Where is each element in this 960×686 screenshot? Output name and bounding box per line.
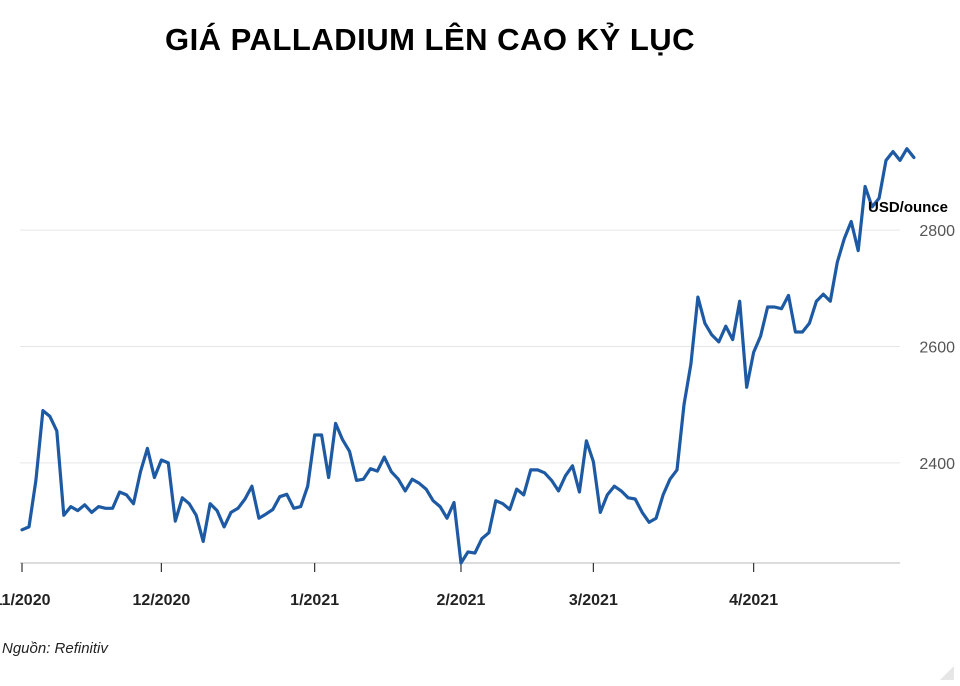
x-tick-label: 11/2020 (0, 592, 51, 609)
x-axis-ticks: 11/2020 12/2020 1/2021 2/2021 3/2021 4/2021 (0, 563, 778, 609)
gridlines (20, 229, 900, 464)
chart-title: GIÁ PALLADIUM LÊN CAO KỶ LỤC (164, 22, 696, 57)
y-tick-label: 2400 (919, 456, 955, 473)
x-tick-label: 4/2021 (729, 592, 778, 609)
y-tick-label: 2800 (919, 223, 955, 240)
x-tick-label: 12/2020 (132, 592, 190, 609)
y-axis-ticks: 2400 2600 2800 (919, 223, 955, 473)
x-tick-label: 1/2021 (290, 592, 339, 609)
x-tick-label: 2/2021 (437, 592, 486, 609)
source-note: Nguồn: Refinitiv (2, 640, 108, 657)
resize-corner (940, 666, 954, 680)
x-tick-label: 3/2021 (569, 592, 618, 609)
palladium-price-line (20, 147, 916, 565)
y-axis-unit-label: USD/ounce (868, 199, 948, 216)
y-tick-label: 2600 (919, 340, 955, 357)
